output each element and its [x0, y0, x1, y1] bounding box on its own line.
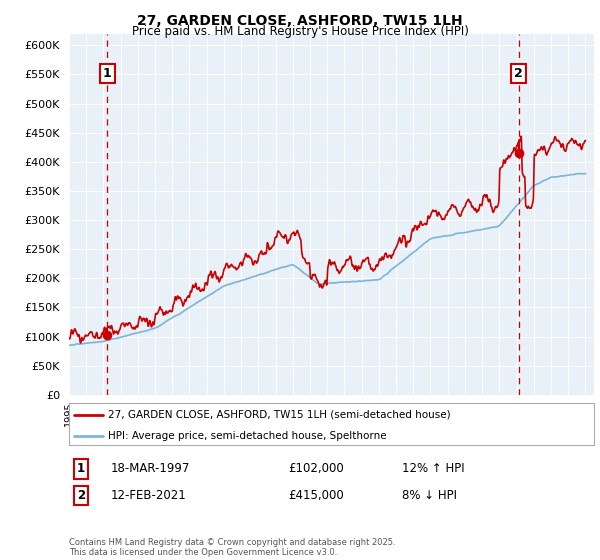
Text: 2: 2 [77, 489, 85, 502]
Text: HPI: Average price, semi-detached house, Spelthorne: HPI: Average price, semi-detached house,… [109, 431, 387, 441]
Text: 27, GARDEN CLOSE, ASHFORD, TW15 1LH (semi-detached house): 27, GARDEN CLOSE, ASHFORD, TW15 1LH (sem… [109, 410, 451, 420]
Text: 2: 2 [514, 67, 523, 80]
Text: 18-MAR-1997: 18-MAR-1997 [111, 462, 190, 475]
Text: Contains HM Land Registry data © Crown copyright and database right 2025.
This d: Contains HM Land Registry data © Crown c… [69, 538, 395, 557]
Text: 12% ↑ HPI: 12% ↑ HPI [402, 462, 464, 475]
Text: Price paid vs. HM Land Registry's House Price Index (HPI): Price paid vs. HM Land Registry's House … [131, 25, 469, 38]
Text: 1: 1 [77, 462, 85, 475]
Text: £102,000: £102,000 [288, 462, 344, 475]
Text: 12-FEB-2021: 12-FEB-2021 [111, 489, 187, 502]
Text: 1: 1 [103, 67, 112, 80]
Text: 27, GARDEN CLOSE, ASHFORD, TW15 1LH: 27, GARDEN CLOSE, ASHFORD, TW15 1LH [137, 14, 463, 28]
Text: 8% ↓ HPI: 8% ↓ HPI [402, 489, 457, 502]
Text: £415,000: £415,000 [288, 489, 344, 502]
